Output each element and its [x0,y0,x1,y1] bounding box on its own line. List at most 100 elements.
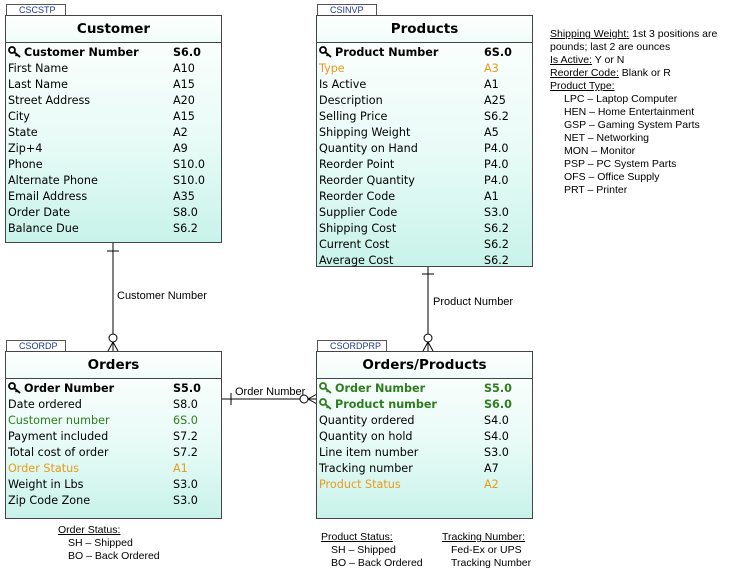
attribute-name: Order Number [8,381,114,397]
attribute-row: Tracking number A7 [319,461,526,477]
attribute-type: S6.2 [484,222,509,235]
orders-entity-title: Orders [6,352,221,379]
attribute-type: P4.0 [484,174,509,187]
attribute-row: Date ordered S8.0 [8,397,215,413]
attribute-type: S4.0 [484,414,509,427]
attribute-row: Order Date S8.0 [8,205,215,221]
attribute-type: S3.0 [173,478,198,491]
attribute-row: Email Address A35 [8,189,215,205]
note-tracking-label: Tracking Number: [442,531,526,543]
customer-entity-title: Customer [6,16,221,43]
attribute-type: A20 [173,94,195,107]
attribute-type: S6.0 [173,46,201,59]
attribute-name-text: Customer number [8,414,110,427]
note-product-type-item: LPC – Laptop Computer [564,93,678,105]
attribute-row: Supplier Code S3.0 [319,205,526,221]
attribute-type: A15 [173,78,195,91]
attribute-name: Zip Code Zone [8,493,90,509]
attribute-name-text: Zip+4 [8,142,43,155]
attribute-name: State [8,125,38,141]
note-tracking-number: Tracking Number: Fed-Ex or UPS Tracking … [442,531,531,570]
orders-products-table-tag: CSORDPRP [317,340,387,351]
note-reorder-code-label: Reorder Code: [550,67,619,79]
attribute-name: Product Status [319,477,401,493]
attribute-row: Shipping Cost S6.2 [319,221,526,237]
note-tracking-value-0: Fed-Ex or UPS [451,544,522,556]
attribute-row: Order Number S5.0 [8,381,215,397]
attribute-name-text: Shipping Weight [319,126,411,139]
attribute-name-text: Order Number [24,382,115,395]
note-is-active-text: Y or N [592,54,625,66]
attribute-name: Average Cost [319,253,393,269]
customer-entity[interactable]: Customer Customer Number S6.0 First Name A1… [5,15,222,243]
attribute-name: Description [319,93,383,109]
attribute-name-text: Description [319,94,383,107]
attribute-type: 6S.0 [173,414,198,427]
attribute-row: Zip Code Zone S3.0 [8,493,215,509]
attribute-type: S10.0 [173,174,206,187]
attribute-name: Total cost of order [8,445,109,461]
note-order-status: Order Status: SH – Shipped BO – Back Ord… [58,524,160,563]
attribute-name: Reorder Point [319,157,394,173]
attribute-type: A1 [484,78,499,91]
attribute-name: Weight in Lbs [8,477,83,493]
rel-label-customer-orders: Customer Number [117,290,207,302]
attribute-name: Customer Number [8,45,139,61]
attribute-name: Phone [8,157,43,173]
attribute-type: S3.0 [484,206,509,219]
attribute-name-text: Quantity on hold [319,430,413,443]
primary-key-icon [319,46,335,59]
attribute-name: Tracking number [319,461,413,477]
note-product-type-item: HEN – Home Entertainment [564,106,695,118]
orders-products-entity[interactable]: Orders/Products Order Number S5.0 Product … [316,351,533,519]
note-product-status-value-0: SH – Shipped [331,544,396,556]
orders-table-tag: CSORDP [6,340,66,351]
attribute-type: A3 [484,62,499,75]
attribute-type: S8.0 [173,206,198,219]
orders-products-entity-title: Orders/Products [317,352,532,379]
attribute-row: Reorder Code A1 [319,189,526,205]
orders-entity[interactable]: Orders Order Number S5.0 Date ordered S8.0 C… [5,351,222,519]
attribute-row: Quantity ordered S4.0 [319,413,526,429]
attribute-name: Order Status [8,461,79,477]
attribute-row: Phone S10.0 [8,157,215,173]
attribute-name-text: Product Number [335,46,439,59]
note-product-status-label: Product Status: [321,531,393,543]
note-product-type-item: OFS – Office Supply [564,171,660,183]
attribute-name-text: Reorder Code [319,190,396,203]
attribute-name-text: Zip Code Zone [8,494,91,507]
attribute-name-text: Street Address [8,94,91,107]
attribute-type: A1 [173,462,188,475]
attribute-type: S3.0 [173,494,198,507]
attribute-name-text: Quantity ordered [319,414,415,427]
note-product-type-item: NET – Networking [564,132,650,144]
products-entity[interactable]: Products Product Number 6S.0 Type A3 Is Acti… [316,15,533,267]
attribute-name: Email Address [8,189,87,205]
attribute-type: S3.0 [484,446,509,459]
attribute-row: Payment included S7.2 [8,429,215,445]
orders-orderproducts-connector [222,393,318,405]
attribute-name-text: Average Cost [319,254,394,267]
attribute-type: A2 [173,126,188,139]
attribute-row: Total cost of order S7.2 [8,445,215,461]
attribute-name-text: Quantity on Hand [319,142,418,155]
attribute-name-text: Email Address [8,190,88,203]
attribute-name: Balance Due [8,221,79,237]
attribute-type: S7.2 [173,430,198,443]
attribute-name-text: Payment included [8,430,109,443]
rel-label-orders-orderproducts: Order Number [235,386,306,398]
attribute-row: Order Number S5.0 [319,381,526,397]
note-order-status-value-1: BO – Back Ordered [68,550,160,562]
note-shipping-weight-label: Shipping Weight: [550,28,630,40]
attribute-name: Selling Price [319,109,387,125]
note-product-status-value-1: BO – Back Ordered [331,557,423,569]
note-shipping-weight-text2: pounds; last 2 are ounces [550,41,671,53]
note-reorder-code-text: Blank or R [618,67,671,79]
attribute-name-text: Tracking number [319,462,413,475]
attribute-type: A2 [484,478,499,491]
attribute-name-text: State [8,126,38,139]
attribute-name: Product number [319,397,437,413]
attribute-row: Balance Due S6.2 [8,221,215,237]
attribute-row: Shipping Weight A5 [319,125,526,141]
attribute-name: Product Number [319,45,438,61]
